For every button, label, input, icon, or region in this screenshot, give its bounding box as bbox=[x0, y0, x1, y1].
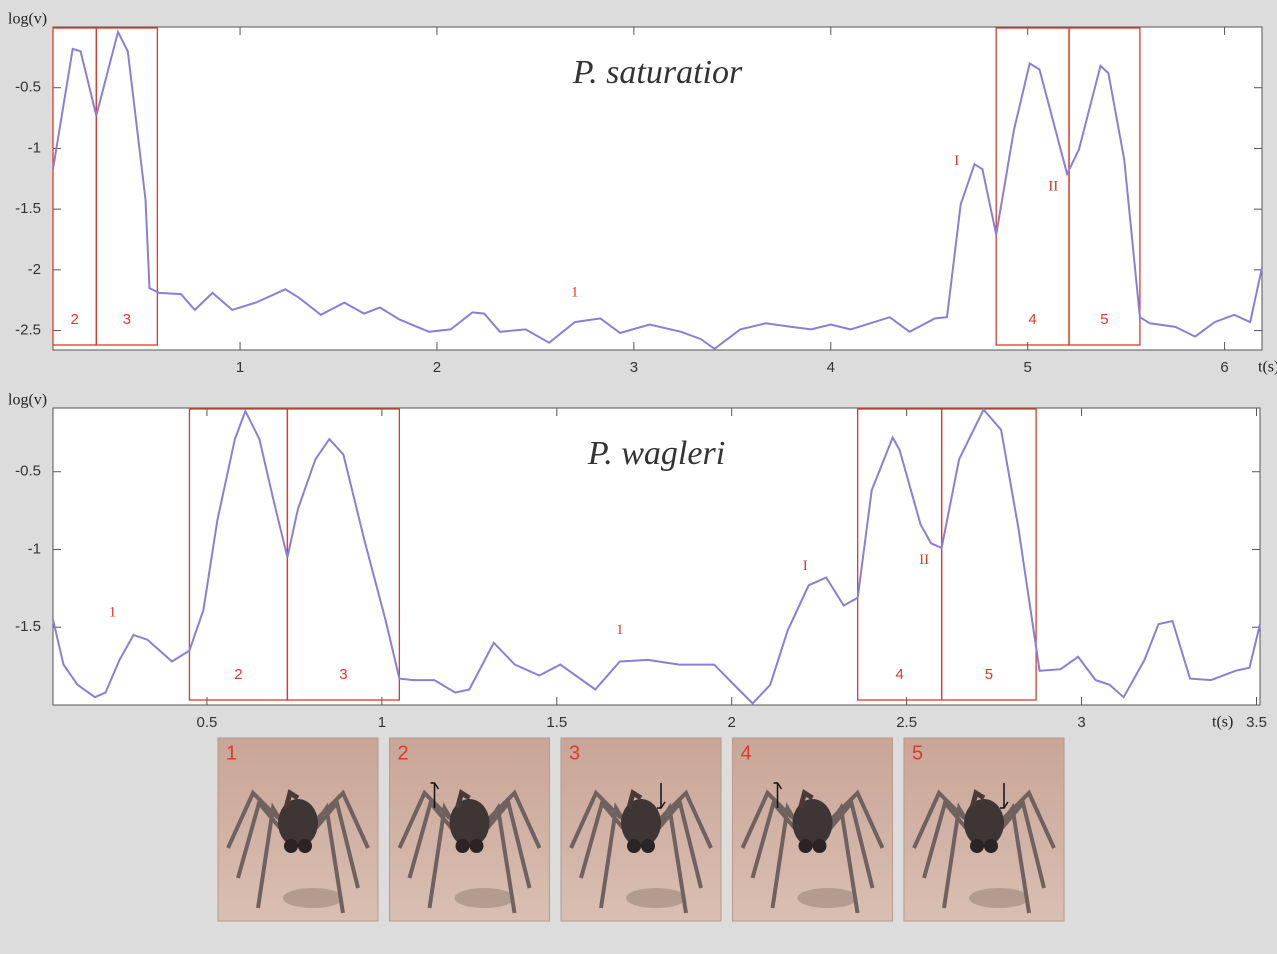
phase-label: 2 bbox=[70, 311, 78, 328]
x-tick-label: 2 bbox=[728, 714, 736, 731]
phase-box bbox=[940, 408, 1037, 701]
pedipalp bbox=[626, 789, 643, 809]
leg bbox=[485, 798, 532, 889]
y-tick-label: -1 bbox=[28, 139, 41, 156]
phase-label: 3 bbox=[339, 666, 347, 683]
leg bbox=[314, 798, 360, 889]
x-tick-label: 3 bbox=[1077, 714, 1085, 731]
x-tick-label: 1 bbox=[378, 714, 386, 731]
data-line bbox=[52, 29, 1263, 351]
x-tick-label: 3 bbox=[630, 359, 638, 376]
body bbox=[792, 799, 833, 847]
y-tick-label: -0.5 bbox=[15, 463, 41, 480]
body bbox=[964, 799, 1004, 847]
body bbox=[449, 799, 490, 847]
annotation: I bbox=[954, 153, 959, 169]
annotation: 1 bbox=[571, 284, 579, 300]
pedipalp bbox=[283, 789, 300, 809]
y-tick-label: -1 bbox=[28, 540, 41, 557]
phase-box bbox=[1068, 27, 1141, 346]
x-axis-label: t(s) bbox=[1258, 359, 1277, 376]
arrow-head bbox=[1000, 801, 1009, 809]
y-tick-label: -1.5 bbox=[15, 200, 41, 217]
phase-label: 4 bbox=[895, 666, 903, 683]
y-tick-label: -0.5 bbox=[15, 79, 41, 96]
body bbox=[278, 799, 318, 847]
arrow-head bbox=[657, 801, 666, 809]
shadow bbox=[283, 888, 343, 908]
x-tick-label: 2.5 bbox=[896, 714, 917, 731]
data-line bbox=[52, 407, 1261, 705]
panel-label: 4 bbox=[741, 742, 752, 764]
chart-title: P. wagleri bbox=[587, 435, 725, 472]
photo-panel: 3 bbox=[560, 737, 722, 922]
panel-label: 5 bbox=[912, 742, 923, 764]
phase-box bbox=[95, 27, 159, 346]
leg bbox=[569, 789, 623, 849]
x-axis-label: t(s) bbox=[1212, 714, 1233, 731]
x-tick-label: 0.5 bbox=[197, 714, 218, 731]
chart-title: P. saturatior bbox=[572, 54, 743, 91]
x-tick-label: 6 bbox=[1220, 359, 1228, 376]
pedipalp bbox=[798, 789, 814, 809]
leg bbox=[226, 789, 280, 849]
eye bbox=[641, 839, 655, 853]
pedipalp bbox=[969, 789, 986, 809]
arrow-head bbox=[430, 782, 440, 790]
x-tick-label: 5 bbox=[1024, 359, 1032, 376]
photo-panel: 1 bbox=[217, 737, 379, 922]
y-tick-label: -2.5 bbox=[15, 322, 41, 339]
phase-label: 5 bbox=[1100, 311, 1108, 328]
annotation: 1 bbox=[616, 622, 624, 638]
x-tick-label: 1 bbox=[236, 359, 244, 376]
eye bbox=[812, 839, 827, 853]
panel-label: 1 bbox=[226, 742, 237, 764]
leg bbox=[912, 789, 966, 849]
x-tick-label: 3.5 bbox=[1246, 714, 1267, 731]
x-tick-label: 2 bbox=[433, 359, 441, 376]
pedipalp bbox=[455, 789, 471, 809]
shadow bbox=[454, 888, 515, 908]
shadow bbox=[797, 888, 858, 908]
panel-label: 2 bbox=[398, 742, 409, 764]
phase-label: 5 bbox=[985, 666, 993, 683]
annotation: II bbox=[1048, 179, 1058, 195]
annotation: I bbox=[803, 558, 808, 574]
y-axis-label: log(v) bbox=[8, 392, 47, 409]
y-tick-label: -1.5 bbox=[15, 618, 41, 635]
eye bbox=[627, 839, 641, 853]
body bbox=[621, 799, 661, 847]
x-tick-label: 4 bbox=[827, 359, 835, 376]
photo-panel: 4 bbox=[732, 737, 893, 922]
annotation: II bbox=[919, 552, 929, 568]
panel-label: 3 bbox=[569, 742, 580, 764]
phase-label: 4 bbox=[1028, 311, 1036, 328]
shadow bbox=[969, 888, 1029, 908]
y-axis-label: log(v) bbox=[8, 11, 47, 28]
eye bbox=[469, 839, 484, 853]
eye bbox=[984, 839, 998, 853]
annotation: 1 bbox=[109, 605, 117, 621]
phase-label: 3 bbox=[123, 311, 131, 328]
eye bbox=[284, 839, 298, 853]
leg bbox=[397, 789, 451, 849]
y-tick-label: -2 bbox=[28, 261, 41, 278]
photo-panel: 5 bbox=[903, 737, 1065, 922]
leg bbox=[740, 789, 794, 849]
eye bbox=[298, 839, 312, 853]
eye bbox=[970, 839, 984, 853]
leg bbox=[828, 798, 875, 889]
leg bbox=[657, 798, 703, 889]
eye bbox=[455, 839, 470, 853]
shadow bbox=[626, 888, 686, 908]
plot-area bbox=[52, 407, 1261, 706]
arrow-head bbox=[773, 782, 783, 790]
phase-label: 2 bbox=[234, 666, 242, 683]
leg bbox=[1000, 798, 1046, 889]
x-tick-label: 1.5 bbox=[546, 714, 567, 731]
plot-area bbox=[52, 26, 1263, 351]
photo-panel: 2 bbox=[389, 737, 550, 922]
eye bbox=[798, 839, 813, 853]
